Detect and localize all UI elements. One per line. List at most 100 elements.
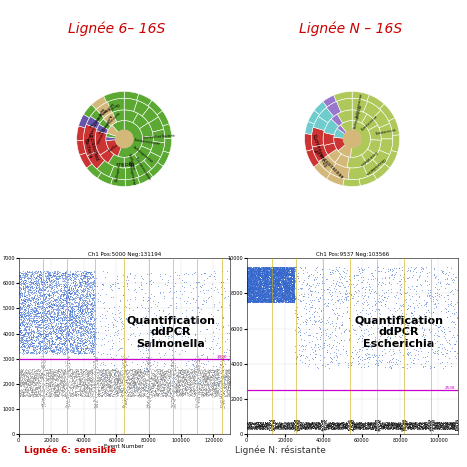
Point — [295, 424, 302, 431]
Point — [450, 423, 457, 431]
Point — [179, 389, 187, 396]
Point — [59, 332, 67, 340]
Point — [31, 274, 38, 282]
Point — [453, 421, 461, 429]
Point — [67, 382, 74, 389]
Point — [245, 273, 252, 280]
Point — [116, 382, 124, 390]
Point — [67, 371, 75, 378]
Point — [291, 423, 298, 431]
Point — [332, 422, 340, 429]
Point — [219, 396, 227, 403]
Point — [367, 419, 375, 427]
Point — [261, 287, 268, 294]
Point — [91, 280, 99, 287]
Point — [86, 387, 93, 394]
Point — [256, 265, 264, 273]
Point — [160, 374, 167, 382]
Point — [33, 322, 40, 329]
Point — [404, 425, 411, 432]
Point — [29, 342, 36, 350]
Point — [177, 366, 184, 374]
Point — [269, 273, 276, 281]
Point — [272, 264, 279, 272]
Point — [275, 269, 283, 276]
Point — [75, 339, 82, 347]
Point — [329, 424, 336, 431]
Point — [422, 419, 429, 426]
Point — [57, 334, 64, 341]
Point — [156, 366, 164, 374]
Point — [258, 273, 265, 280]
Point — [257, 281, 264, 289]
Point — [367, 418, 375, 426]
Point — [195, 388, 202, 395]
Point — [27, 329, 35, 336]
Point — [354, 263, 362, 271]
Point — [414, 424, 422, 432]
Point — [264, 281, 271, 289]
Point — [73, 321, 80, 329]
Point — [156, 393, 164, 400]
Point — [76, 378, 83, 386]
Point — [285, 292, 292, 300]
Point — [159, 376, 166, 384]
Point — [362, 424, 370, 431]
Point — [369, 420, 376, 427]
Point — [181, 383, 189, 390]
Point — [114, 378, 121, 385]
Point — [141, 370, 149, 378]
Point — [273, 293, 281, 300]
Point — [258, 267, 265, 275]
Point — [435, 314, 443, 321]
Point — [253, 423, 261, 430]
Point — [401, 417, 409, 425]
Point — [74, 304, 81, 311]
Point — [51, 312, 58, 320]
Point — [180, 389, 187, 397]
Point — [269, 277, 276, 285]
Point — [437, 424, 445, 431]
Point — [432, 289, 439, 297]
Point — [246, 420, 253, 427]
Point — [269, 287, 277, 294]
Point — [316, 423, 324, 431]
Point — [200, 388, 207, 396]
Point — [148, 328, 155, 335]
Point — [276, 264, 283, 272]
Point — [365, 419, 372, 427]
Point — [182, 367, 190, 374]
Point — [418, 423, 425, 430]
Point — [87, 329, 95, 336]
Point — [106, 377, 113, 384]
Point — [90, 325, 98, 332]
Point — [284, 295, 292, 303]
Point — [285, 277, 293, 284]
Point — [250, 292, 258, 299]
Point — [252, 266, 259, 273]
Point — [349, 418, 356, 425]
Point — [35, 271, 42, 278]
Point — [100, 334, 108, 342]
Point — [57, 370, 65, 377]
Point — [259, 292, 266, 300]
Point — [44, 297, 52, 304]
Point — [286, 275, 294, 283]
Point — [376, 422, 383, 430]
Point — [370, 294, 377, 302]
Point — [164, 368, 172, 376]
Point — [44, 366, 51, 373]
Point — [275, 269, 283, 276]
Point — [205, 373, 213, 381]
Point — [69, 328, 77, 336]
Point — [122, 354, 129, 362]
Point — [77, 391, 84, 399]
Point — [254, 425, 261, 432]
Point — [252, 298, 259, 305]
Point — [36, 366, 43, 374]
Point — [39, 326, 47, 333]
Point — [152, 391, 160, 399]
Point — [260, 278, 268, 285]
Point — [15, 324, 22, 332]
Point — [276, 276, 284, 283]
